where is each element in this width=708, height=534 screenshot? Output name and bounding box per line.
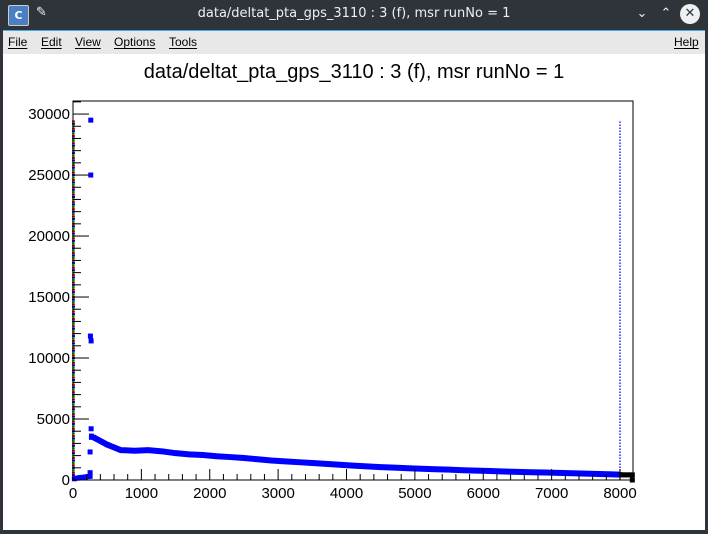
data-point (88, 426, 94, 432)
data-point (91, 434, 97, 440)
pin-icon[interactable]: ✎ (36, 5, 47, 20)
data-point (583, 471, 589, 477)
data-point (501, 468, 507, 474)
minimize-icon[interactable]: ⌄ (636, 6, 648, 21)
data-point (627, 472, 633, 478)
root-app-icon: C (8, 5, 29, 26)
data-point (542, 470, 548, 476)
maximize-icon[interactable]: ⌃ (660, 6, 672, 21)
data-point (80, 474, 86, 480)
data-point (618, 472, 624, 478)
data-point (118, 447, 124, 453)
data-point (214, 453, 220, 459)
scatter-chart: data/deltat_pta_gps_3110 : 3 (f), msr ru… (28, 61, 636, 502)
menu-help[interactable]: Help (674, 35, 699, 49)
data-point (282, 458, 288, 464)
data-point (145, 447, 151, 453)
y-tick-label: 30000 (28, 106, 70, 123)
x-tick-label: 3000 (261, 485, 294, 502)
menu-options[interactable]: Options (114, 35, 156, 49)
data-point (77, 475, 83, 481)
data-point (104, 442, 110, 448)
data-point (296, 459, 302, 465)
data-point (71, 476, 77, 482)
data-point (621, 472, 627, 478)
data-point (460, 467, 466, 473)
y-tick-label: 15000 (28, 289, 70, 306)
data-band (92, 434, 621, 478)
x-tick-label: 2000 (193, 485, 226, 502)
y-tick-label: 5000 (37, 411, 70, 428)
data-point (88, 338, 94, 344)
data-point (74, 475, 80, 481)
menu-view[interactable]: View (75, 35, 101, 49)
menu-bar: File Edit View Options Tools Help (3, 30, 705, 54)
data-point (419, 466, 425, 472)
data-point (200, 452, 206, 458)
data-point (268, 457, 274, 463)
data-point (159, 448, 165, 454)
data-point (528, 469, 534, 475)
x-tick-label: 0 (69, 485, 77, 502)
menu-tools[interactable]: Tools (169, 35, 198, 49)
data-point (555, 470, 561, 476)
data-point (487, 468, 493, 474)
menu-file[interactable]: File (8, 35, 28, 49)
data-point (87, 473, 93, 479)
data-point (432, 466, 438, 472)
data-point (610, 471, 616, 477)
y-tick-label: 10000 (28, 350, 70, 367)
data-point (227, 454, 233, 460)
x-tick-label: 8000 (603, 485, 636, 502)
x-tick-label: 7000 (535, 485, 568, 502)
data-point (186, 451, 192, 457)
data-point (391, 465, 397, 471)
data-point (596, 471, 602, 477)
data-point (132, 448, 138, 454)
data-point (255, 456, 261, 462)
data-point (624, 472, 630, 478)
close-icon[interactable]: ✕ (680, 4, 700, 24)
data-point (473, 468, 479, 474)
data-point (514, 469, 520, 475)
chart-title: data/deltat_pta_gps_3110 : 3 (f), msr ru… (144, 61, 564, 83)
data-point (350, 463, 356, 469)
window-title: data/deltat_pta_gps_3110 : 3 (f), msr ru… (197, 6, 511, 21)
title-bar: C ✎ data/deltat_pta_gps_3110 : 3 (f), ms… (0, 0, 708, 29)
data-point (88, 117, 94, 123)
y-tick-label: 20000 (28, 228, 70, 245)
y-tick-label: 25000 (28, 167, 70, 184)
data-point (629, 472, 635, 478)
data-point (241, 455, 247, 461)
data-point (87, 333, 93, 339)
data-point (323, 461, 329, 467)
x-tick-label: 6000 (467, 485, 500, 502)
x-tick-label: 1000 (125, 485, 158, 502)
plot-frame (72, 100, 634, 481)
data-point (405, 465, 411, 471)
plot-canvas[interactable]: data/deltat_pta_gps_3110 : 3 (f), msr ru… (3, 54, 705, 530)
data-point (364, 463, 370, 469)
data-point (309, 460, 315, 466)
data-point (88, 172, 94, 178)
data-point (87, 449, 93, 455)
data-point (446, 467, 452, 473)
x-tick-label: 5000 (398, 485, 431, 502)
data-point (82, 474, 88, 480)
data-point (569, 470, 575, 476)
data-point (337, 462, 343, 468)
data-point (173, 450, 179, 456)
data-point (378, 464, 384, 470)
y-tick-label: 0 (62, 472, 70, 489)
menu-edit[interactable]: Edit (41, 35, 62, 49)
x-tick-label: 4000 (330, 485, 363, 502)
data-point (87, 470, 93, 476)
